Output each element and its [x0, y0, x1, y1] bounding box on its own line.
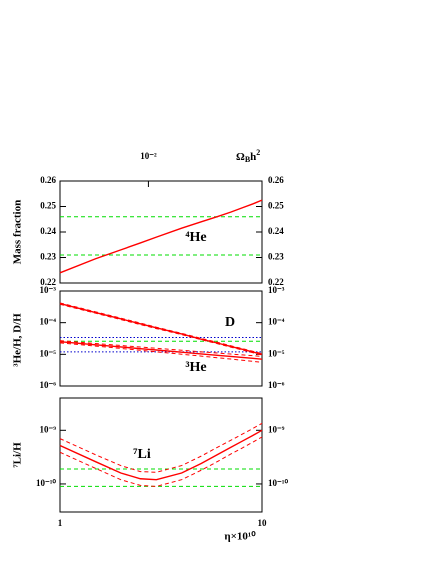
series-line	[59, 436, 263, 487]
y-tick-label: 0.24	[268, 226, 284, 236]
x2-label-base: Ω	[236, 151, 245, 163]
y-tick-label: 0.25	[40, 201, 56, 211]
y-tick-label: 10⁻⁹	[40, 424, 57, 434]
y-tick-label: 0.26	[40, 175, 56, 185]
annotation: ⁴He	[185, 230, 206, 245]
series-line	[59, 342, 263, 363]
series-line	[59, 422, 263, 473]
y-tick-label: 0.23	[268, 252, 284, 262]
y-tick-label: 10⁻⁹	[268, 424, 285, 434]
series-line	[59, 429, 263, 481]
x-axis-label: η×10¹⁰	[224, 531, 256, 543]
series-line	[59, 340, 263, 357]
x2-label-sup: 2	[256, 148, 260, 157]
annotation: ⁷Li	[133, 447, 151, 462]
y-tick-label: 10⁻¹⁰	[36, 478, 56, 488]
y-tick-label: 0.25	[268, 201, 284, 211]
y-axis-label: ³He/H, D/H	[12, 313, 24, 367]
x2-axis-label: ΩBh2	[236, 148, 260, 164]
y-tick-label: 10⁻⁴	[40, 317, 57, 327]
y-tick-label: 0.24	[40, 226, 56, 236]
y-tick-label: 0.22	[268, 277, 284, 287]
x2-label-sub: B	[245, 155, 251, 164]
panel-frame	[59, 397, 263, 513]
series-line	[59, 302, 263, 356]
series-line	[59, 341, 263, 360]
y-tick-label: 10⁻⁴	[268, 317, 285, 327]
series-line	[59, 199, 263, 274]
annotation: D	[225, 315, 235, 330]
panel-frame	[59, 180, 263, 284]
y-tick-label: 10⁻³	[268, 285, 285, 295]
y-axis-label: Mass fraction	[12, 200, 24, 264]
y-tick-label: 10⁻¹⁰	[268, 478, 288, 488]
y-tick-label: 0.22	[40, 277, 56, 287]
series-line	[59, 302, 263, 355]
y-tick-label: 0.26	[268, 175, 284, 185]
y-tick-label: 10⁻⁵	[40, 348, 57, 358]
y-tick-label: 10⁻⁶	[268, 380, 285, 390]
annotation: ³He	[185, 360, 206, 375]
series-line	[59, 303, 263, 356]
y-tick-label: 10⁻⁵	[268, 348, 285, 358]
y-tick-label: 0.23	[40, 252, 56, 262]
x-tick-label: 10	[258, 518, 268, 528]
panel-frame	[59, 290, 263, 387]
y-axis-label: ⁷Li/H	[12, 442, 24, 468]
x2-tick-label: 10⁻²	[140, 151, 157, 161]
x-tick-label: 1	[58, 518, 63, 528]
y-tick-label: 10⁻⁶	[40, 380, 57, 390]
x2-label-tail: h	[250, 151, 256, 163]
y-tick-label: 10⁻³	[40, 285, 57, 295]
